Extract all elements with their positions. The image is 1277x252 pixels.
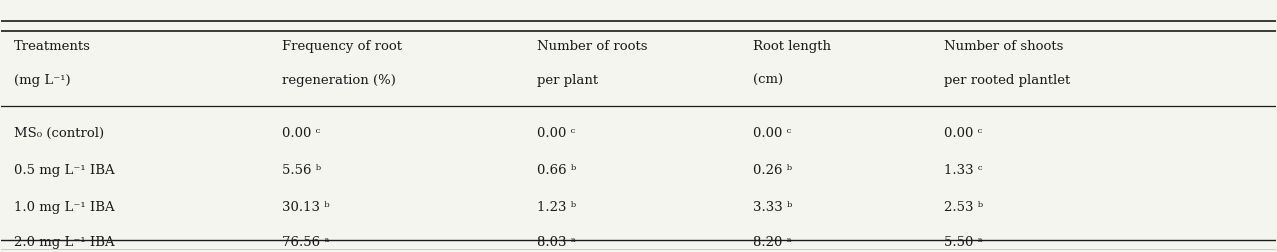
Text: per plant: per plant: [536, 74, 598, 87]
Text: 1.0 mg L⁻¹ IBA: 1.0 mg L⁻¹ IBA: [14, 201, 115, 214]
Text: 5.50 ᵃ: 5.50 ᵃ: [944, 236, 983, 249]
Text: MS₀ (control): MS₀ (control): [14, 127, 105, 140]
Text: 0.66 ᵇ: 0.66 ᵇ: [536, 164, 576, 177]
Text: 30.13 ᵇ: 30.13 ᵇ: [282, 201, 329, 214]
Text: 0.00 ᶜ: 0.00 ᶜ: [282, 127, 319, 140]
Text: 5.56 ᵇ: 5.56 ᵇ: [282, 164, 321, 177]
Text: 2.53 ᵇ: 2.53 ᵇ: [944, 201, 983, 214]
Text: 1.23 ᵇ: 1.23 ᵇ: [536, 201, 576, 214]
Text: 1.33 ᶜ: 1.33 ᶜ: [944, 164, 983, 177]
Text: Root length: Root length: [753, 40, 831, 53]
Text: regeneration (%): regeneration (%): [282, 74, 396, 87]
Text: 0.00 ᶜ: 0.00 ᶜ: [753, 127, 792, 140]
Text: (mg L⁻¹): (mg L⁻¹): [14, 74, 70, 87]
Text: Frequency of root: Frequency of root: [282, 40, 402, 53]
Text: 3.33 ᵇ: 3.33 ᵇ: [753, 201, 793, 214]
Text: 0.00 ᶜ: 0.00 ᶜ: [536, 127, 575, 140]
Text: 8.20 ᵃ: 8.20 ᵃ: [753, 236, 792, 249]
Text: Number of roots: Number of roots: [536, 40, 647, 53]
Text: 0.00 ᶜ: 0.00 ᶜ: [944, 127, 982, 140]
Text: Treatments: Treatments: [14, 40, 91, 53]
Text: (cm): (cm): [753, 74, 783, 87]
Text: 0.5 mg L⁻¹ IBA: 0.5 mg L⁻¹ IBA: [14, 164, 115, 177]
Text: 8.03 ᵃ: 8.03 ᵃ: [536, 236, 576, 249]
Text: per rooted plantlet: per rooted plantlet: [944, 74, 1070, 87]
Text: 2.0 mg L⁻¹ IBA: 2.0 mg L⁻¹ IBA: [14, 236, 115, 249]
Text: 0.26 ᵇ: 0.26 ᵇ: [753, 164, 792, 177]
Text: Number of shoots: Number of shoots: [944, 40, 1064, 53]
Text: 76.56 ᵃ: 76.56 ᵃ: [282, 236, 329, 249]
